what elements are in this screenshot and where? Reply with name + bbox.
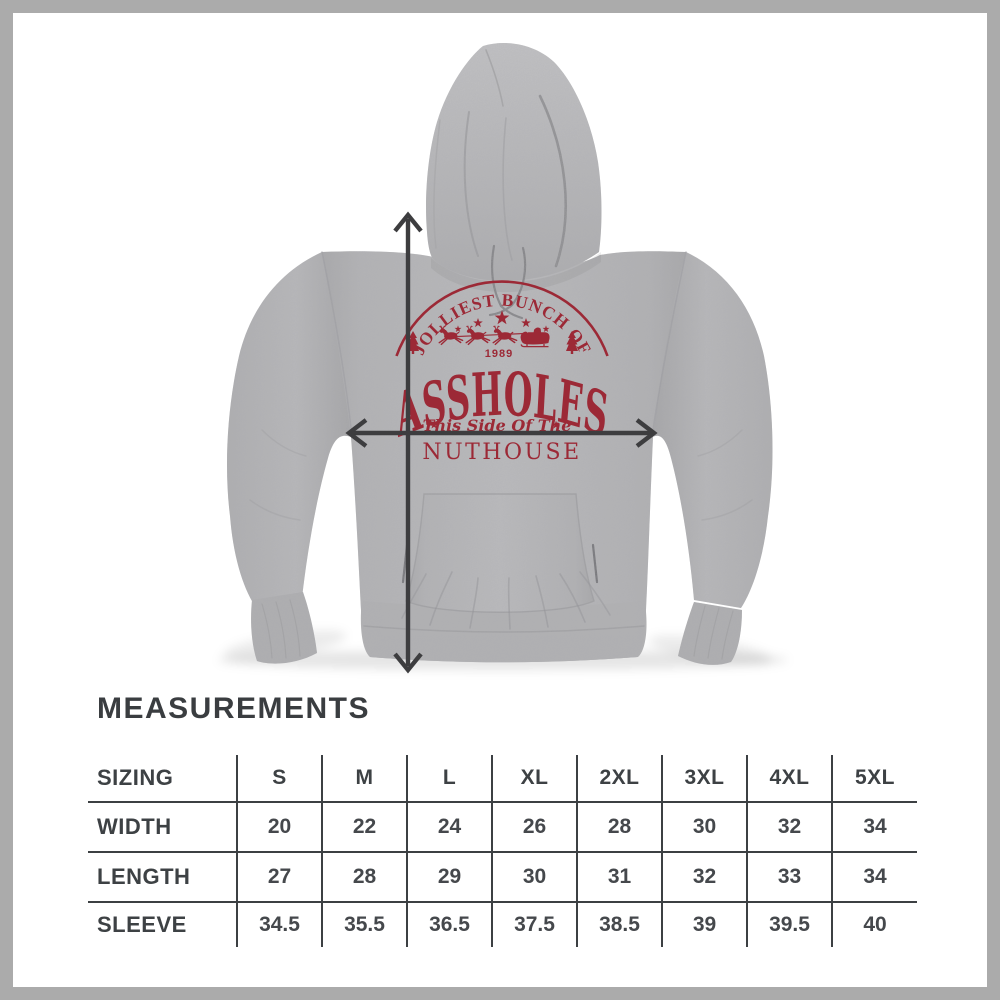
arrow-down-icon (393, 652, 423, 674)
row-label-length: LENGTH (88, 852, 237, 903)
length-4xl: 33 (746, 852, 832, 903)
col-header-2xl: 2XL (576, 755, 662, 803)
sleeve-3xl: 39 (661, 902, 747, 947)
hoodie-product-photo: JOLLIEST BUNCH OF 1989 ASSHOLES (218, 43, 788, 674)
table-row-width: WIDTH 20 22 24 26 28 30 32 34 (88, 802, 917, 853)
width-5xl: 34 (831, 802, 917, 853)
width-arrow (345, 418, 658, 448)
sleigh-reins (446, 332, 525, 338)
col-header-4xl: 4XL (746, 755, 832, 803)
col-header-xl: XL (491, 755, 577, 803)
length-arrow (393, 211, 423, 674)
sleeve-s: 34.5 (236, 902, 322, 947)
table-header-row: SIZING S M L XL 2XL 3XL 4XL 5XL (88, 755, 917, 803)
width-xl: 26 (491, 802, 577, 853)
length-2xl: 31 (576, 852, 662, 903)
width-4xl: 32 (746, 802, 832, 853)
col-header-5xl: 5XL (831, 755, 917, 803)
length-m: 28 (321, 852, 407, 903)
table-row-sleeve: SLEEVE 34.5 35.5 36.5 37.5 38.5 39 39.5 … (88, 902, 917, 947)
size-table: SIZING S M L XL 2XL 3XL 4XL 5XL WIDTH 20… (88, 755, 917, 947)
width-m: 22 (321, 802, 407, 853)
length-5xl: 34 (831, 852, 917, 903)
length-l: 29 (406, 852, 492, 903)
measurement-arrows (345, 211, 658, 674)
width-2xl: 28 (576, 802, 662, 853)
arrow-up-icon (393, 211, 423, 233)
row-label-width: WIDTH (88, 802, 237, 853)
print-bottom-text: NUTHOUSE (422, 440, 581, 465)
col-header-l: L (406, 755, 492, 803)
sleeve-xl: 37.5 (491, 902, 577, 947)
table-row-length: LENGTH 27 28 29 30 31 32 33 34 (88, 852, 917, 903)
length-xl: 30 (491, 852, 577, 903)
measurements-title: MEASUREMENTS (97, 692, 371, 725)
row-label-sleeve: SLEEVE (97, 912, 187, 937)
print-script-text: This Side Of The (423, 416, 572, 435)
width-l: 24 (406, 802, 492, 853)
sleeve-l: 36.5 (406, 902, 492, 947)
col-header-3xl: 3XL (661, 755, 747, 803)
sleeve-2xl: 38.5 (576, 902, 662, 947)
arrow-left-icon (345, 418, 368, 448)
col-header-sizing: SIZING (88, 755, 237, 803)
col-header-m: M (321, 755, 407, 803)
col-header-s: S (236, 755, 322, 803)
sleeve-4xl: 39.5 (746, 902, 832, 947)
sleeve-m: 35.5 (321, 902, 407, 947)
length-s: 27 (236, 852, 322, 903)
sleeve-5xl: 40 (831, 902, 917, 947)
print-year: 1989 (485, 348, 513, 360)
width-3xl: 30 (661, 802, 747, 853)
width-s: 20 (236, 802, 322, 853)
length-3xl: 32 (661, 852, 747, 903)
page-background: JOLLIEST BUNCH OF 1989 ASSHOLES (13, 13, 987, 987)
arrow-right-icon (635, 418, 658, 448)
